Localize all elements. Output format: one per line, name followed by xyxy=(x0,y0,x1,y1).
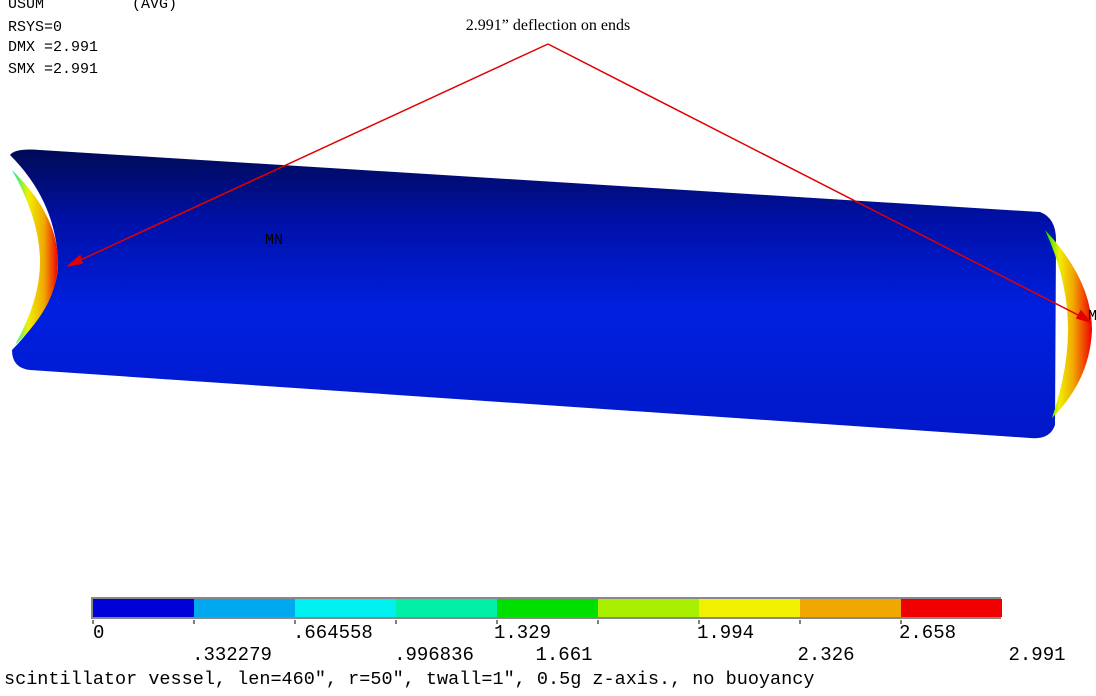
header-line: RSYS=0 xyxy=(8,19,62,36)
legend-swatch xyxy=(598,599,699,617)
legend-label: 2.991 xyxy=(1008,644,1065,666)
legend-label: .996836 xyxy=(394,644,474,666)
legend-swatch xyxy=(295,599,396,617)
legend-swatch xyxy=(93,599,194,617)
legend-label: 0 xyxy=(93,622,104,644)
legend-label: 2.658 xyxy=(899,622,956,644)
header-line: (AVG) xyxy=(132,0,177,13)
vessel-model: MN M xyxy=(10,149,1096,439)
vessel-body xyxy=(10,149,1056,439)
legend-swatch xyxy=(699,599,800,617)
caption: scintillator vessel, len=460", r=50", tw… xyxy=(4,669,814,690)
annotation: 2.991” deflection on ends xyxy=(466,17,630,34)
legend-label: 1.329 xyxy=(494,622,551,644)
arrow-head xyxy=(67,254,83,267)
legend-swatch xyxy=(194,599,295,617)
legend-swatch xyxy=(497,599,598,617)
vessel-left-end xyxy=(12,170,58,345)
legend-swatch xyxy=(901,599,1002,617)
legend-label: 2.326 xyxy=(797,644,854,666)
legend-swatch xyxy=(800,599,901,617)
legend-label: .664558 xyxy=(293,622,373,644)
header-line: DMX =2.991 xyxy=(8,39,98,56)
vessel-right-end xyxy=(1045,230,1092,418)
legend-label: 1.994 xyxy=(697,622,754,644)
header-line: SMX =2.991 xyxy=(8,61,98,78)
arrow-line xyxy=(73,43,549,264)
min-label: MN xyxy=(265,232,283,249)
arrow-head xyxy=(1075,309,1093,324)
arrow-line xyxy=(547,43,1085,319)
legend-label: .332279 xyxy=(192,644,272,666)
legend-swatch xyxy=(396,599,497,617)
arrows xyxy=(67,43,1093,324)
max-label: M xyxy=(1088,308,1096,325)
legend-label: 1.661 xyxy=(535,644,592,666)
header-line: USUM xyxy=(8,0,44,13)
